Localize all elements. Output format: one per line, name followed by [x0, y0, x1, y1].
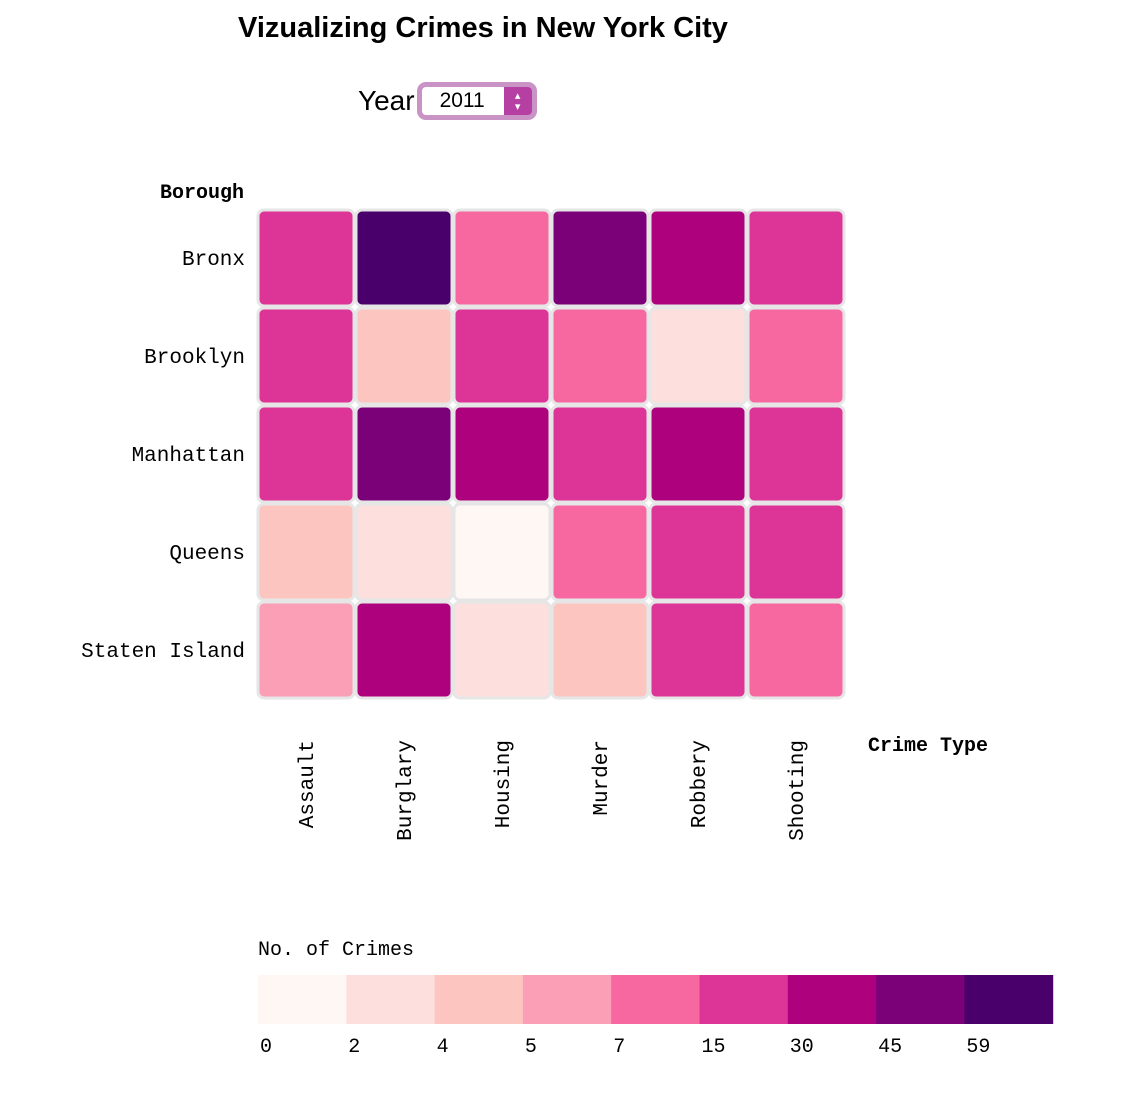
- heatmap-cell: [452, 306, 552, 406]
- year-value: 2011: [439, 89, 485, 112]
- heatmap-cell: [354, 404, 454, 504]
- heatmap-cell: [354, 600, 454, 700]
- legend-swatch: [876, 975, 965, 1024]
- column-label: Housing: [493, 740, 516, 828]
- column-label: Assault: [297, 740, 320, 828]
- heatmap-cell: [256, 502, 356, 602]
- y-axis-title: Borough: [160, 182, 244, 205]
- column-label: Burglary: [395, 740, 418, 841]
- year-stepper[interactable]: ▴ ▾: [503, 87, 532, 115]
- legend-tick-label: 7: [613, 1036, 625, 1059]
- legend-tick-label: 4: [437, 1036, 449, 1059]
- legend-swatch: [699, 975, 789, 1024]
- legend-tick-label: 2: [348, 1036, 360, 1059]
- heatmap-cell: [354, 502, 454, 602]
- heatmap-cell: [256, 306, 356, 406]
- legend-tick-label: 0: [260, 1036, 272, 1059]
- legend-swatch: [787, 975, 877, 1024]
- legend-swatch: [434, 975, 524, 1024]
- column-label: Shooting: [787, 740, 810, 841]
- row-label: Bronx: [182, 249, 245, 272]
- heatmap-cell: [746, 208, 846, 308]
- year-select[interactable]: 2011 ▴ ▾: [416, 82, 537, 120]
- year-control: Year 2011 ▴ ▾: [358, 78, 537, 124]
- page-title: Vizualizing Crimes in New York City: [238, 12, 728, 44]
- heatmap-cell: [354, 208, 454, 308]
- legend-tick-label: 15: [702, 1036, 726, 1059]
- legend-tick-label: 45: [878, 1036, 902, 1059]
- heatmap-cell: [550, 600, 650, 700]
- heatmap-cell: [452, 404, 552, 504]
- row-labels: Bronx Brooklyn Manhattan Queens Staten Islan…: [81, 249, 245, 664]
- heatmap-cell: [452, 600, 552, 700]
- heatmap-cell: [256, 208, 356, 308]
- heatmap-cell: [550, 404, 650, 504]
- column-label: Murder: [591, 740, 614, 816]
- heatmap-cell: [648, 208, 748, 308]
- legend-tick-label: 5: [525, 1036, 537, 1059]
- heatmap-cell: [746, 404, 846, 504]
- legend-swatch: [964, 975, 1054, 1024]
- heatmap-cell: [648, 600, 748, 700]
- legend-swatch: [611, 975, 700, 1024]
- heatmap-cell: [648, 306, 748, 406]
- row-label: Queens: [169, 543, 245, 566]
- heatmap-cell: [746, 306, 846, 406]
- heatmap-cell: [746, 502, 846, 602]
- color-legend: 0 2 4 5 7 15 30 45 59: [258, 975, 1054, 1059]
- year-label: Year: [358, 85, 415, 116]
- heatmap-cell: [648, 404, 748, 504]
- row-label: Brooklyn: [144, 347, 245, 370]
- heatmap-cells: [256, 208, 846, 700]
- legend-title: No. of Crimes: [258, 939, 414, 962]
- chevron-up-icon: ▴: [514, 89, 521, 102]
- heatmap-cell: [354, 306, 454, 406]
- column-labels: Assault Burglary Housing Murder Robbery Shoot…: [297, 740, 810, 841]
- heatmap-cell: [648, 502, 748, 602]
- heatmap-cell: [550, 208, 650, 308]
- legend-tick-label: 59: [966, 1036, 990, 1059]
- heatmap-cell: [452, 502, 552, 602]
- heatmap-cell: [550, 502, 650, 602]
- legend-swatch: [346, 975, 436, 1024]
- heatmap-cell: [452, 208, 552, 308]
- heatmap-cell: [746, 600, 846, 700]
- column-label: Robbery: [689, 740, 712, 828]
- heatmap-cell: [256, 600, 356, 700]
- legend-tick-label: 30: [790, 1036, 814, 1059]
- row-label: Manhattan: [132, 445, 245, 468]
- x-axis-title: Crime Type: [868, 735, 988, 758]
- legend-swatch: [522, 975, 612, 1024]
- chevron-down-icon: ▾: [514, 100, 521, 113]
- heatmap-cell: [256, 404, 356, 504]
- row-label: Staten Island: [81, 641, 245, 664]
- legend-swatch: [258, 975, 347, 1024]
- heatmap-cell: [550, 306, 650, 406]
